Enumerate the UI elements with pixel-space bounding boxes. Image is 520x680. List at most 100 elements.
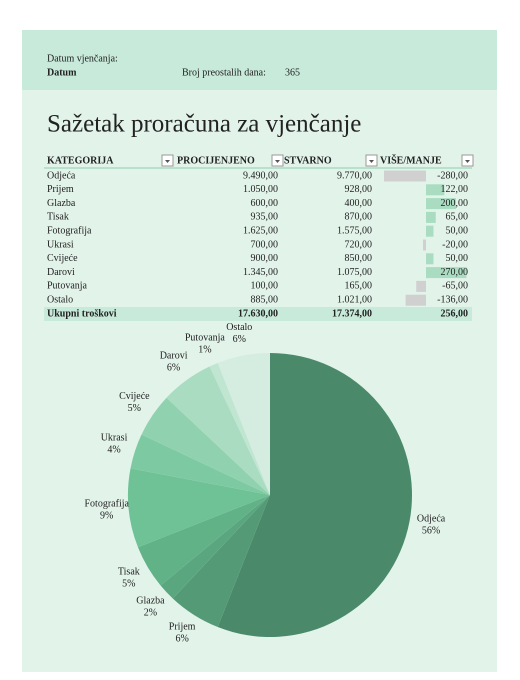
pie-label: Prijem 6% (169, 622, 196, 645)
cell: 870,00 (345, 212, 373, 223)
pie-slice (130, 434, 270, 495)
pie-slice (217, 353, 270, 495)
total-cell: 17.374,00 (332, 308, 372, 319)
data-bar (423, 239, 426, 251)
pie-label: Tisak 5% (118, 567, 140, 590)
cell: 900,00 (251, 253, 279, 264)
data-bar (426, 267, 467, 279)
pie-label: Cvijeće 5% (119, 391, 150, 414)
pie-label-category: Odjeća (417, 514, 446, 525)
cell: 1.021,00 (337, 294, 372, 305)
pie-label: Odjeća 56% (417, 514, 446, 537)
column-header: PROCIJENJENO (177, 155, 255, 166)
pie-label-value: 1% (198, 345, 211, 356)
pie-label-category: Ukrasi (101, 433, 128, 444)
pie-label-category: Tisak (118, 567, 140, 578)
pie-label-value: 5% (122, 579, 135, 590)
pie-label-value: 5% (128, 403, 141, 414)
cell: Putovanja (47, 281, 88, 292)
date-label: Datum vjenčanja: (47, 53, 118, 64)
pie-label-value: 56% (422, 526, 440, 537)
pie-slice (217, 353, 412, 637)
pie-label: Darovi 6% (160, 351, 188, 374)
cell: 1.575,00 (337, 225, 372, 236)
cell: 928,00 (345, 184, 373, 195)
filter-arrow (465, 160, 470, 163)
cell: -20,00 (442, 239, 468, 250)
cell: 400,00 (345, 198, 373, 209)
data-bar (426, 198, 456, 210)
pie-label-category: Prijem (169, 622, 196, 633)
pie-slice (137, 495, 270, 586)
cell: 50,00 (446, 253, 469, 264)
page-title: Sažetak proračuna za vjenčanje (47, 111, 361, 138)
cell: Glazba (47, 198, 76, 209)
pie-slice (128, 468, 270, 548)
cell: Fotografija (47, 225, 92, 236)
pie-label: Ukrasi 4% (101, 433, 128, 456)
cell: 935,00 (251, 212, 279, 223)
cell: 600,00 (251, 198, 279, 209)
pie-slice (160, 495, 270, 599)
header-band (22, 30, 497, 90)
cell: Ostalo (47, 294, 73, 305)
pie-label-value: 6% (175, 634, 188, 645)
days-value: 365 (285, 67, 300, 78)
pie-label-value: 6% (167, 363, 180, 374)
data-bar (426, 253, 434, 265)
column-header: KATEGORIJA (47, 155, 114, 166)
cell: 700,00 (251, 239, 279, 250)
cell: -136,00 (437, 294, 468, 305)
cell: 1.075,00 (337, 267, 372, 278)
pie-label: Putovanja 1% (185, 333, 226, 356)
data-bar (416, 280, 426, 292)
pie-slice (141, 397, 270, 495)
cell: 50,00 (446, 225, 469, 236)
cell: Darovi (47, 267, 75, 278)
cell: 65,00 (446, 212, 469, 223)
pie-label-category: Cvijeće (119, 391, 150, 402)
total-band (44, 307, 472, 321)
column-header: STVARNO (284, 155, 332, 166)
cell: Prijem (47, 184, 74, 195)
pie-label: Glazba 2% (136, 596, 165, 619)
pie-label-value: 2% (144, 608, 157, 619)
cell: -65,00 (442, 281, 468, 292)
pie-label-value: 6% (233, 334, 246, 345)
pie-label: Fotografija 9% (85, 499, 130, 522)
cell: 200,00 (441, 198, 469, 209)
filter-arrow (275, 160, 280, 163)
cell: -280,00 (437, 170, 468, 181)
pie-label-category: Putovanja (185, 333, 226, 344)
cell: 122,00 (441, 184, 469, 195)
cell: Ukrasi (47, 239, 74, 250)
total-cell: 256,00 (441, 308, 469, 319)
filter-arrow (369, 160, 374, 163)
cell: Cvijeće (47, 253, 78, 264)
cell: 1.625,00 (243, 225, 278, 236)
pie-label: Ostalo 6% (226, 322, 252, 345)
cell: 9.490,00 (243, 170, 278, 181)
data-bar (426, 211, 436, 223)
days-label: Broj preostalih dana: (182, 67, 266, 78)
data-bar (384, 170, 426, 182)
cell: 270,00 (441, 267, 469, 278)
data-bar (405, 294, 426, 306)
cell: 1.345,00 (243, 267, 278, 278)
pie-slice (166, 366, 270, 495)
cell: 885,00 (251, 294, 279, 305)
pie-label-category: Glazba (136, 596, 165, 607)
data-bar (426, 225, 434, 237)
cell: 9.770,00 (337, 170, 372, 181)
filter-arrow (165, 160, 170, 163)
cell: 165,00 (345, 281, 373, 292)
pie-label-value: 9% (100, 511, 113, 522)
cell: 720,00 (345, 239, 373, 250)
column-header: VIŠE/MANJE (380, 153, 442, 166)
cell: 100,00 (251, 281, 279, 292)
data-bar (426, 184, 445, 196)
pie-label-category: Fotografija (85, 499, 130, 510)
pie-slice (172, 495, 270, 628)
total-cell: 17.630,00 (238, 308, 278, 319)
